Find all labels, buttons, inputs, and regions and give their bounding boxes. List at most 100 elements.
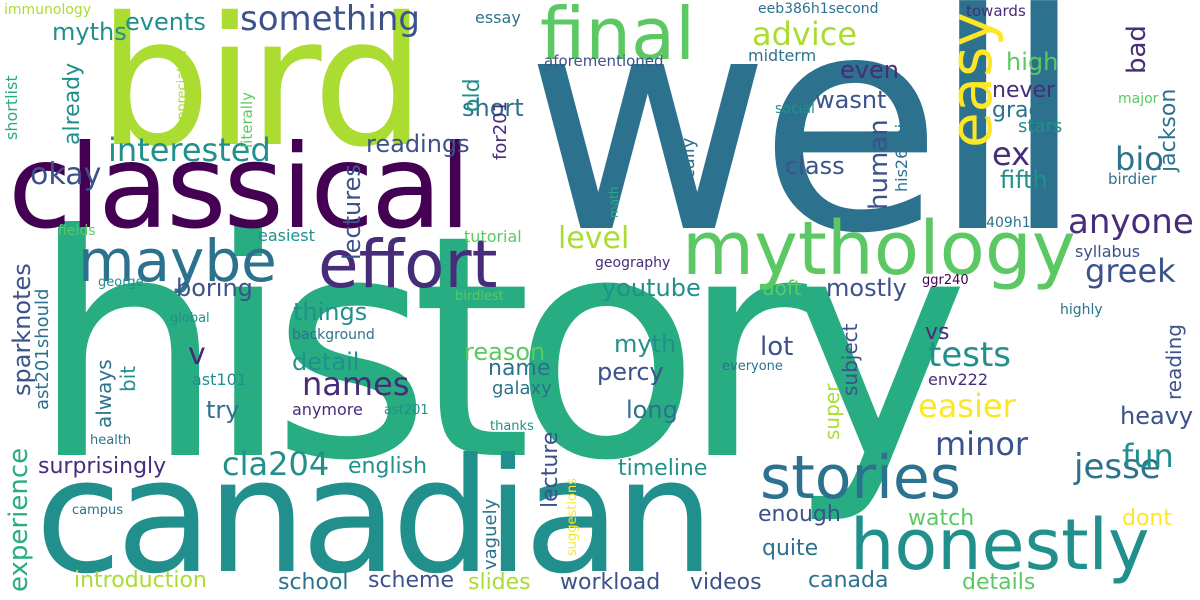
word-interested: interested xyxy=(108,131,271,169)
word-level: level xyxy=(558,221,630,256)
word-bio: bio xyxy=(1115,140,1164,178)
word-appreciated: appreciated xyxy=(175,50,190,128)
word-birdier: birdier xyxy=(1108,170,1157,188)
word-stars: stars xyxy=(1018,116,1063,137)
word-try: try xyxy=(206,396,240,424)
word-jesse: jesse xyxy=(1074,447,1161,487)
word-tutorial: tutorial xyxy=(464,227,522,246)
word-tests: tests xyxy=(928,335,1012,375)
word-jackson: jackson xyxy=(1156,88,1181,172)
word-old: old xyxy=(460,78,485,112)
word-shortlist: shortlist xyxy=(2,75,21,140)
word-watch: watch xyxy=(908,506,975,531)
word-stories: stories xyxy=(760,443,962,513)
word-suggestions: suggestions xyxy=(565,478,580,556)
word-long: long xyxy=(626,396,678,424)
word-towards: towards xyxy=(966,2,1026,20)
word-human: human xyxy=(864,119,894,210)
word-his262hi: his262hi xyxy=(892,123,911,192)
word-super: super xyxy=(820,383,844,440)
word-minor: minor xyxy=(935,425,1029,463)
word-dont: dont xyxy=(1122,506,1172,531)
word-lectures: lectures xyxy=(338,164,366,260)
word-effort: effort xyxy=(318,226,498,303)
word-galaxy: galaxy xyxy=(492,378,552,399)
word-maybe: maybe xyxy=(78,227,277,295)
word-okay: okay xyxy=(30,157,102,192)
word-ast101: ast101 xyxy=(192,370,247,389)
word-uoft: uoft xyxy=(762,276,802,300)
word-myth: myth xyxy=(614,330,677,358)
word-everyone: everyone xyxy=(722,359,783,374)
word-names: names xyxy=(302,365,410,403)
word-youtube: youtube xyxy=(602,274,701,302)
word-detail: detail xyxy=(292,348,360,376)
word-surprisingly: surprisingly xyxy=(38,454,167,479)
word-v: v xyxy=(188,337,206,372)
word-wasnt: wasnt xyxy=(815,86,887,114)
word-env222: env222 xyxy=(928,370,988,389)
word-well: well xyxy=(525,0,1086,299)
word-honestly: honestly xyxy=(850,504,1150,586)
word-final: final xyxy=(540,0,696,76)
word-high: high xyxy=(1006,48,1059,76)
word-ast201: ast201 xyxy=(384,403,429,418)
word-aforementioned: aforementioned xyxy=(544,52,664,70)
word-enough: enough xyxy=(758,502,841,527)
word-mythology: mythology xyxy=(682,206,1076,292)
word-name: name xyxy=(488,356,551,381)
word-history: history xyxy=(30,169,969,528)
word-sparknotes: sparknotes xyxy=(8,263,36,396)
word-midterm: midterm xyxy=(748,46,817,65)
word-syllabus: syllabus xyxy=(1075,242,1141,261)
word-ast201should: ast201should xyxy=(32,288,53,410)
word-class: class xyxy=(785,152,845,180)
word-slides: slides xyxy=(468,570,531,595)
word-health: health xyxy=(90,433,132,448)
word-anymore: anymore xyxy=(292,400,363,419)
word-already: already xyxy=(60,62,85,145)
word-details: details xyxy=(962,570,1036,595)
word-thanks: thanks xyxy=(490,419,534,434)
word-events: events xyxy=(125,8,206,36)
word-basically: basically xyxy=(678,137,699,216)
word-eeb386h1second: eeb386h1second xyxy=(758,1,879,17)
word-bad: bad xyxy=(1122,25,1152,74)
word-fields: fields xyxy=(58,223,96,239)
word-fifth: fifth xyxy=(1000,166,1048,194)
word-canadian: canadian xyxy=(35,425,715,600)
word-ex: ex xyxy=(992,135,1031,173)
word-vs: vs xyxy=(925,320,950,345)
word-things: things xyxy=(293,298,368,326)
word-percy: percy xyxy=(597,358,664,386)
word-even: even xyxy=(840,56,899,84)
word-english: english xyxy=(348,454,428,479)
word-bird: bird xyxy=(98,0,425,186)
word-george: george xyxy=(98,275,144,290)
word-highly: highly xyxy=(1060,302,1103,318)
word-major: major xyxy=(1118,91,1159,107)
word-fun: fun xyxy=(1122,437,1174,475)
word-literally: literally xyxy=(238,91,256,148)
word-never: never xyxy=(992,78,1056,103)
word-essay: essay xyxy=(475,8,521,27)
word-lecture: lecture xyxy=(538,431,563,508)
word-cla204: cla204 xyxy=(222,445,330,483)
word-for201: for201 xyxy=(490,100,511,160)
word-boring: boring xyxy=(176,274,253,302)
word-canada: canada xyxy=(808,568,889,593)
word-advice: advice xyxy=(752,15,858,53)
word-reason: reason xyxy=(464,338,546,366)
word-myths: myths xyxy=(52,18,127,46)
word-math: math xyxy=(607,186,621,218)
word-eeb409h1: eeb409h1 xyxy=(960,215,1031,231)
word-immunology: immunology xyxy=(4,2,92,18)
word-timeline: timeline xyxy=(618,456,708,481)
word-classical: classical xyxy=(8,120,471,255)
word-workload: workload xyxy=(560,570,661,595)
word-social: social xyxy=(775,101,815,117)
word-introduction: introduction xyxy=(74,568,207,593)
word-heavy: heavy xyxy=(1120,402,1194,430)
word-birdiest: birdiest xyxy=(455,289,504,304)
word-easiest: easiest xyxy=(258,226,315,245)
